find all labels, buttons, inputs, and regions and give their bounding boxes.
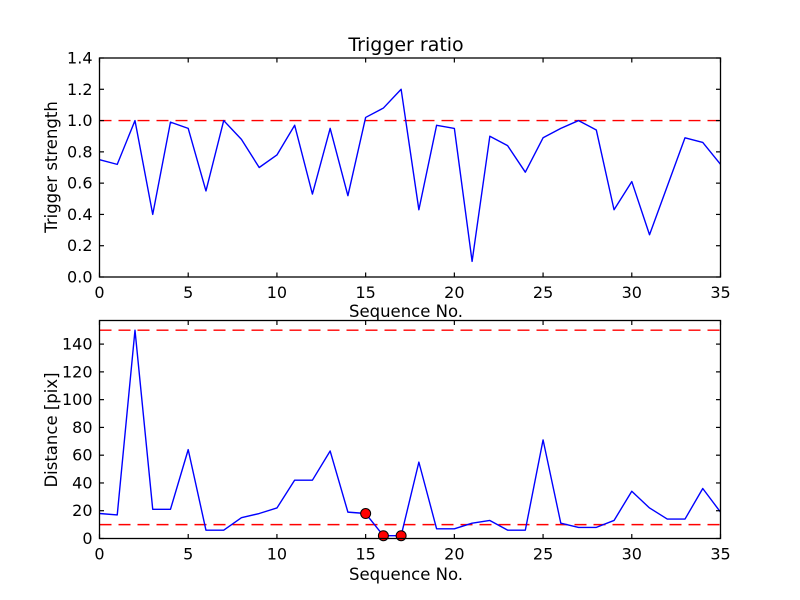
bottom-ylabel: Distance [pix] [41,372,61,488]
y-tick-label: 20 [72,501,92,520]
chart-title: Trigger ratio [348,34,464,56]
trigger-marker [360,508,372,520]
top-ylabel: Trigger strength [41,101,61,233]
x-tick-label: 15 [355,283,375,302]
x-tick-label: 5 [183,283,193,302]
x-tick-label: 10 [267,283,287,302]
y-tick-label: 120 [62,362,93,381]
y-tick-label: 0.8 [67,142,92,161]
x-tick-label: 15 [355,545,375,564]
x-tick-label: 25 [533,283,553,302]
y-tick-label: 140 [62,335,93,354]
x-tick-label: 20 [444,545,464,564]
y-tick-label: 80 [72,418,92,437]
y-tick-label: 100 [62,390,93,409]
axes-frame [98,319,722,540]
x-tick-label: 35 [710,545,730,564]
x-tick-label: 5 [183,545,193,564]
x-tick-label: 0 [94,283,104,302]
y-tick-label: 1.2 [67,80,92,99]
bottom-subplot: 0 5 10 15 20 25 30 35 0 20 40 60 80 100 120 140 [62,319,731,564]
y-tick-label: 0.2 [67,236,92,255]
y-tick-label: 1.0 [67,111,92,130]
x-tick-label: 30 [622,545,642,564]
x-tick-label: 30 [622,283,642,302]
data-line [99,88,722,263]
y-tick-label: 40 [72,473,92,492]
x-tick-label: 0 [94,545,104,564]
bottom-xlabel: Sequence No. [348,565,464,584]
x-tick-label: 20 [444,283,464,302]
trigger-marker [377,530,389,542]
y-tick-label: 1.4 [67,49,92,68]
axes-frame [98,57,722,278]
y-tick-label: 0.4 [67,205,92,224]
x-tick-label: 10 [267,545,287,564]
top-xlabel: Sequence No. [348,302,464,321]
top-subplot: 0 5 10 15 20 25 30 35 0.0 0.2 0.4 0.6 0.8 1.0 1.2 1.4 [67,49,731,303]
data-line [99,329,722,537]
y-tick-label: 0.0 [67,268,92,287]
x-tick-label: 35 [710,283,730,302]
trigger-marker [395,530,407,542]
y-tick-label: 0 [82,529,92,548]
y-tick-label: 60 [72,446,92,465]
x-tick-label: 25 [533,545,553,564]
y-tick-label: 0.6 [67,174,92,193]
